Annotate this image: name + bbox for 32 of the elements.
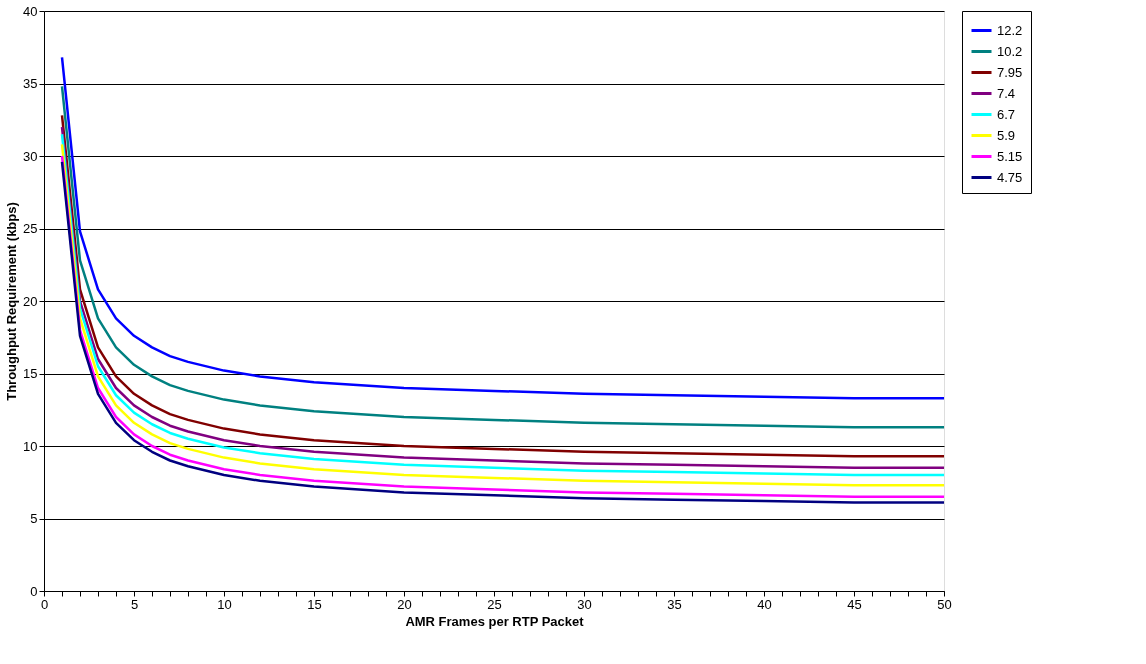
y-tick-label: 0 <box>30 583 38 599</box>
y-tick-label: 10 <box>23 438 38 454</box>
legend-label: 6.7 <box>997 106 1016 122</box>
legend-label: 7.95 <box>997 64 1023 80</box>
x-tick-label: 50 <box>937 596 952 612</box>
x-tick-label: 40 <box>757 596 772 612</box>
legend-label: 10.2 <box>997 43 1023 59</box>
x-tick-label: 45 <box>847 596 862 612</box>
x-axis-title: AMR Frames per RTP Packet <box>405 613 585 629</box>
legend-label: 5.15 <box>997 148 1023 164</box>
legend-label: 4.75 <box>997 169 1023 185</box>
legend-label: 7.4 <box>997 85 1016 101</box>
x-tick-label: 25 <box>487 596 502 612</box>
x-tick-label: 20 <box>397 596 412 612</box>
x-tick-label: 5 <box>130 596 139 612</box>
line-series <box>60 56 944 400</box>
y-tick-label: 15 <box>23 366 38 381</box>
x-tick-label: 10 <box>217 596 232 612</box>
legend-label: 12.2 <box>997 22 1023 38</box>
x-tick-label: 35 <box>667 596 682 612</box>
legend-label: 5.9 <box>997 127 1016 143</box>
y-tick-label: 20 <box>23 293 38 309</box>
line-series <box>60 85 944 429</box>
x-tick-label: 15 <box>307 596 322 612</box>
y-tick-label: 5 <box>30 511 38 526</box>
y-tick-label: 40 <box>23 3 38 19</box>
y-tick-label: 30 <box>23 148 38 164</box>
y-tick-label: 25 <box>23 221 38 236</box>
x-tick-label: 30 <box>577 596 592 612</box>
y-axis-title: Throughput Requirement (kbps) <box>4 202 20 401</box>
x-tick-label: 0 <box>40 596 49 612</box>
y-tick-label: 35 <box>23 76 38 91</box>
